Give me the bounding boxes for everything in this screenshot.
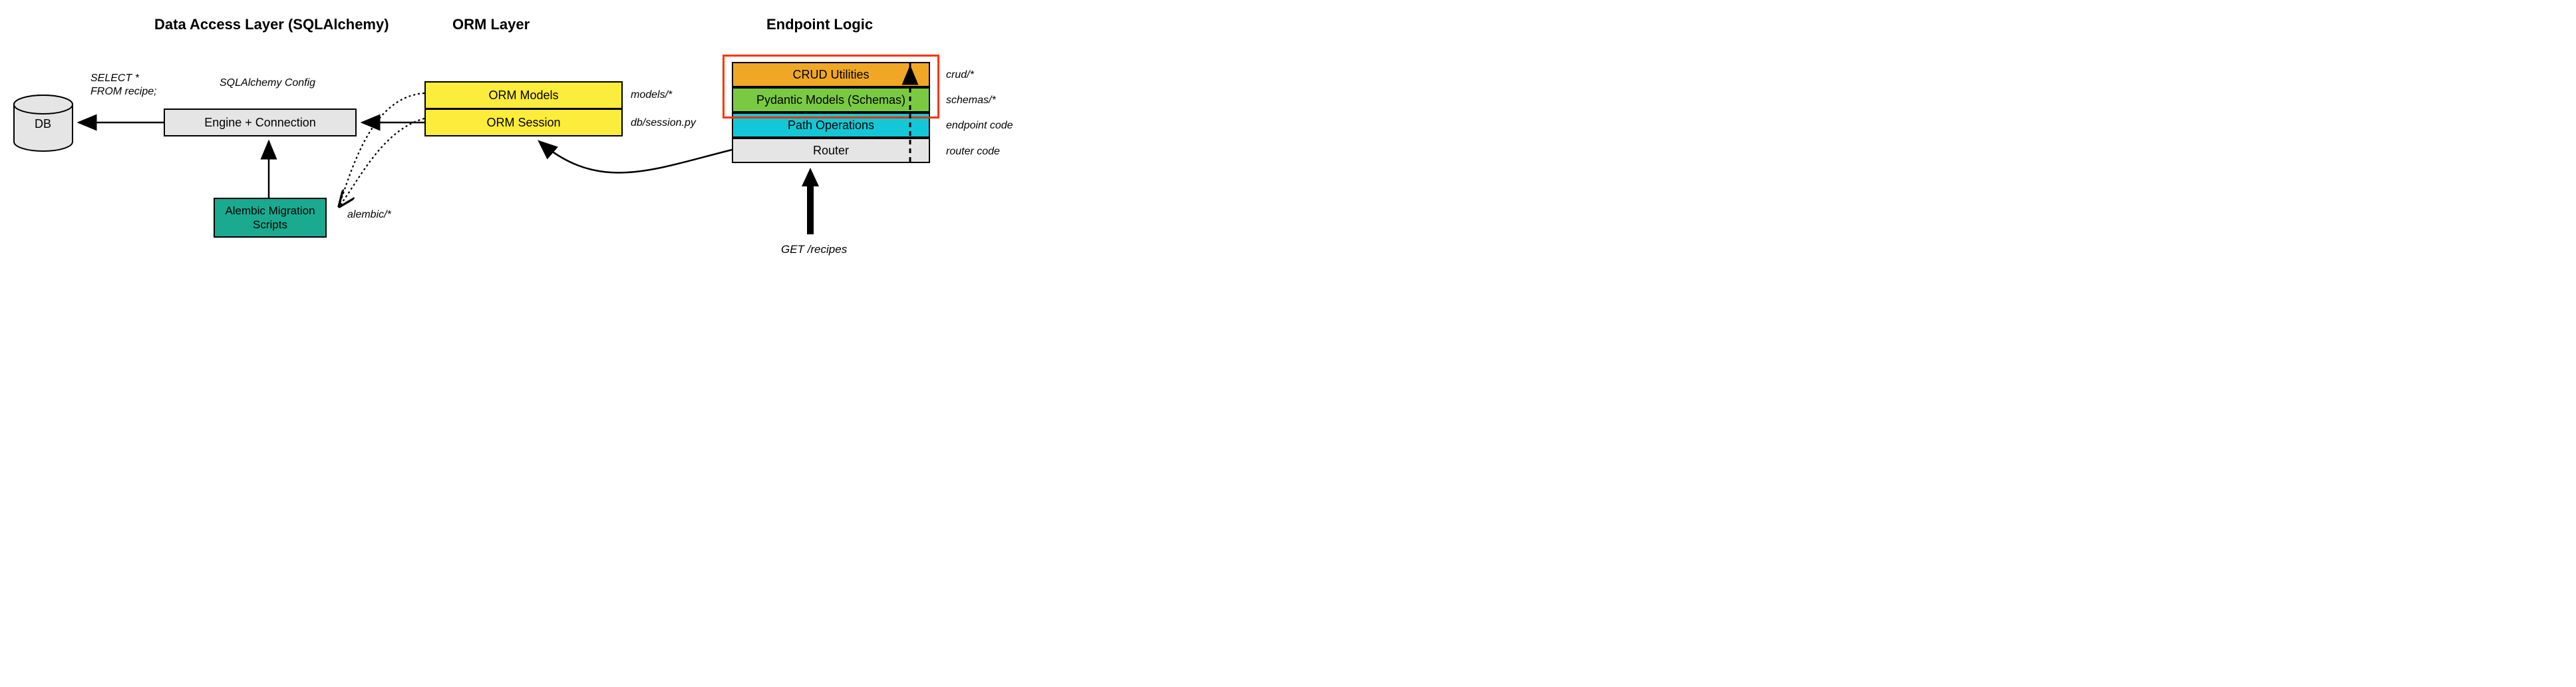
orm-models-label: ORM Models [488,89,558,103]
section-title-data-access: Data Access Layer (SQLAlchemy) [154,16,389,33]
engine-connection-label: Engine + Connection [204,116,316,130]
alembic-box: Alembic Migration Scripts [214,198,327,238]
sql-label: SELECT * FROM recipe; [90,72,157,99]
orm-session-box: ORM Session [424,109,623,136]
highlight-rect [723,55,939,118]
orm-models-box: ORM Models [424,81,623,109]
schemas-path-label: schemas/* [946,95,996,107]
orm-session-label: ORM Session [486,116,560,130]
section-title-endpoint: Endpoint Logic [766,16,873,33]
sqlalchemy-config-label: SQLAlchemy Config [220,77,315,89]
router-code-label: router code [946,146,1000,158]
engine-connection-box: Engine + Connection [164,109,357,136]
session-path-label: db/session.py [631,117,696,129]
models-path-label: models/* [631,89,672,101]
big-arrow [802,168,819,234]
router-label: Router [813,144,849,158]
arrow-endpoint-to-orm [539,141,732,172]
section-title-orm: ORM Layer [452,16,530,33]
router-box: Router [732,138,930,163]
alembic-label: Alembic Migration Scripts [225,204,315,232]
crud-path-label: crud/* [946,69,974,81]
alembic-path-label: alembic/* [347,209,391,221]
endpoint-code-label: endpoint code [946,120,1013,132]
get-recipes-label: GET /recipes [781,243,847,256]
db-label: DB [35,117,51,131]
path-ops-label: Path Operations [788,118,874,132]
